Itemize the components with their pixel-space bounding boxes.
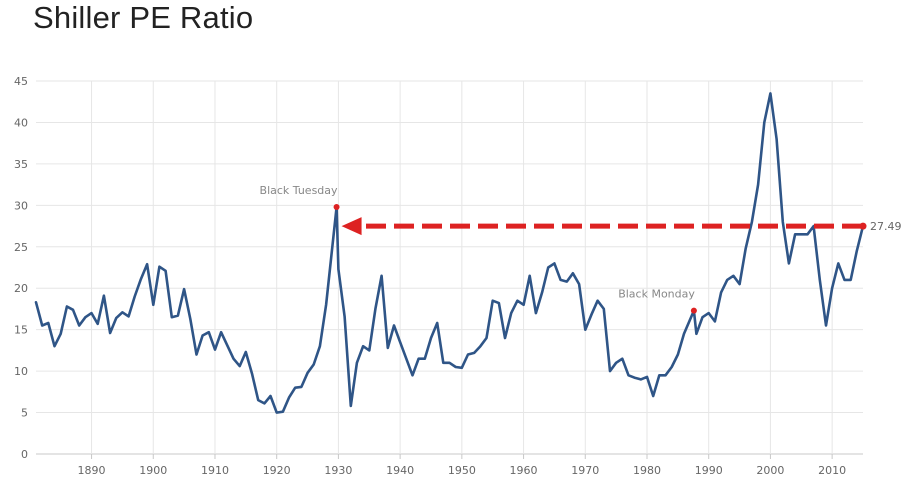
- y-tick-label: 45: [14, 75, 28, 88]
- current-value-label: 27.49: [870, 220, 902, 233]
- y-tick-label: 30: [14, 199, 28, 212]
- x-tick-label: 1930: [324, 464, 352, 477]
- y-tick-label: 35: [14, 158, 28, 171]
- annotation-label: Black Tuesday: [260, 184, 339, 197]
- chart-title: Shiller PE Ratio: [33, 0, 254, 35]
- series-layer: [34, 92, 865, 414]
- current-value-marker: [859, 222, 867, 230]
- x-tick-label: 1940: [386, 464, 414, 477]
- annotations: Black Tuesday Black Monday: [260, 184, 697, 314]
- reference-arrow-head: [341, 217, 362, 236]
- annotation-label: Black Monday: [618, 288, 695, 301]
- x-tick-label: 1960: [510, 464, 538, 477]
- y-tick-label: 25: [14, 241, 28, 254]
- x-tick-label: 2000: [756, 464, 784, 477]
- y-tick-label: 0: [21, 448, 28, 461]
- reference-line-group: 27.49: [341, 217, 902, 236]
- y-tick-label: 15: [14, 324, 28, 337]
- axes: 0 5 10 15 20 25 30 35 40 45 1890 1900 1910 1920 1930 19…: [14, 75, 846, 477]
- y-tick-label: 10: [14, 365, 28, 378]
- x-tick-label: 1990: [695, 464, 723, 477]
- x-tick-label: 1980: [633, 464, 661, 477]
- x-tick-label: 1950: [448, 464, 476, 477]
- y-tick-label: 40: [14, 116, 28, 129]
- x-tick-label: 1920: [263, 464, 291, 477]
- y-tick-label: 20: [14, 282, 28, 295]
- x-tick-label: 1970: [571, 464, 599, 477]
- annotation-marker: [333, 203, 340, 210]
- x-tick-label: 2010: [818, 464, 846, 477]
- x-tick-label: 1900: [139, 464, 167, 477]
- x-tick-label: 1890: [78, 464, 106, 477]
- series-line: [34, 92, 865, 414]
- y-tick-label: 5: [21, 407, 28, 420]
- x-tick-label: 1910: [201, 464, 229, 477]
- annotation-marker: [690, 307, 697, 314]
